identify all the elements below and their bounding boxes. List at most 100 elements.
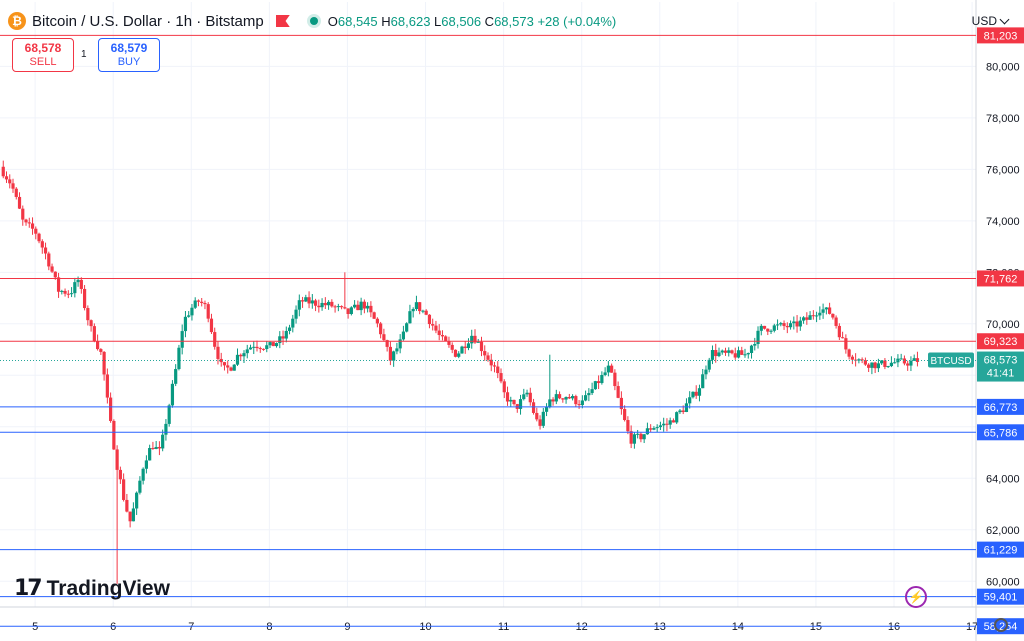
candle [593, 380, 597, 390]
candle [769, 329, 773, 335]
candle [541, 408, 545, 428]
candle [313, 298, 318, 312]
candle-body [570, 396, 575, 399]
candle [333, 304, 337, 313]
resistance-label: 71,762 [984, 273, 1018, 285]
candle-body [437, 330, 441, 336]
candle-body [174, 369, 178, 384]
candle [867, 363, 871, 373]
currency-selector[interactable]: USD [972, 14, 1010, 28]
candle-body [418, 302, 422, 312]
gear-icon[interactable] [994, 618, 1008, 632]
candle [525, 389, 529, 397]
x-tick-label: 16 [888, 621, 900, 633]
candle [200, 298, 204, 307]
candle [27, 217, 31, 228]
candle-body [798, 320, 802, 327]
candle-body [863, 360, 867, 365]
candle [294, 305, 298, 324]
candle-body [701, 374, 705, 389]
flash-icon[interactable]: ⚡ [905, 586, 927, 608]
candle [287, 324, 292, 335]
candle-body [694, 391, 698, 396]
x-tick-label: 5 [32, 621, 38, 633]
candle-body [255, 346, 259, 349]
current-price-bg [977, 351, 1024, 382]
candle-body [187, 315, 191, 317]
candle-body [414, 302, 419, 310]
candle-body [636, 433, 640, 435]
candle-body [343, 307, 347, 309]
candle-body [40, 241, 44, 248]
candle [561, 397, 565, 403]
candle [671, 418, 676, 423]
candle-body [645, 428, 650, 435]
flag-icon[interactable] [275, 15, 290, 27]
candle [56, 272, 61, 298]
candle [131, 502, 135, 522]
candle-body [450, 344, 454, 350]
candle-body [623, 409, 627, 421]
current-price-value: 68,573 [984, 355, 1018, 367]
candle-body [512, 399, 516, 405]
candle-body [307, 297, 311, 304]
candle [271, 342, 275, 347]
y-tick-label: 74,000 [986, 216, 1020, 228]
candle-body [691, 391, 695, 398]
candle-body [883, 360, 887, 367]
tradingview-logo[interactable]: 17 TradingView [14, 576, 170, 601]
support-label: 65,786 [984, 427, 1018, 439]
open-value: 68,545 [337, 13, 378, 29]
candle [636, 429, 640, 439]
candle [665, 418, 669, 432]
candle-body [893, 362, 897, 364]
candle-body [401, 331, 406, 340]
candle-body [678, 410, 682, 413]
candle-body [912, 358, 916, 361]
candle-body [66, 293, 70, 295]
candle-body [603, 372, 607, 376]
candle [30, 217, 35, 235]
candle [349, 306, 353, 316]
candle [691, 391, 695, 399]
candle-body [53, 271, 57, 278]
candle-body [369, 305, 373, 313]
candle [574, 394, 578, 408]
candle [105, 368, 109, 404]
candle-body [261, 348, 266, 350]
candle-body [704, 369, 708, 375]
candle-body [841, 337, 845, 339]
buy-button[interactable]: 68,579 BUY [98, 38, 160, 72]
candle [814, 311, 819, 323]
candle [366, 302, 370, 313]
candle-body [242, 353, 246, 357]
candle-body [655, 427, 659, 429]
candle [554, 389, 558, 405]
candle [906, 360, 910, 371]
candle [424, 309, 428, 316]
candle-body [541, 411, 545, 426]
candle-body [538, 419, 542, 426]
sell-button[interactable]: 68,578 SELL [12, 38, 74, 72]
candle [255, 340, 259, 352]
candle [21, 205, 25, 226]
candle-body [209, 318, 214, 333]
candle [281, 330, 285, 345]
candle [79, 277, 83, 294]
candle-body [574, 396, 578, 405]
chevron-down-icon [999, 14, 1010, 24]
candle-body [821, 309, 825, 313]
candle-body [382, 334, 386, 341]
candle-body [811, 315, 815, 317]
candle-body [535, 412, 539, 420]
candle-body [600, 375, 604, 384]
candle [466, 338, 471, 351]
candle [109, 392, 113, 423]
candle-body [96, 341, 100, 350]
symbol-title[interactable]: Bitcoin / U.S. Dollar · 1h · Bitstamp [32, 12, 264, 30]
candle [66, 290, 70, 299]
candle-body [411, 309, 415, 312]
candle-body [551, 399, 555, 402]
candle [600, 371, 604, 385]
